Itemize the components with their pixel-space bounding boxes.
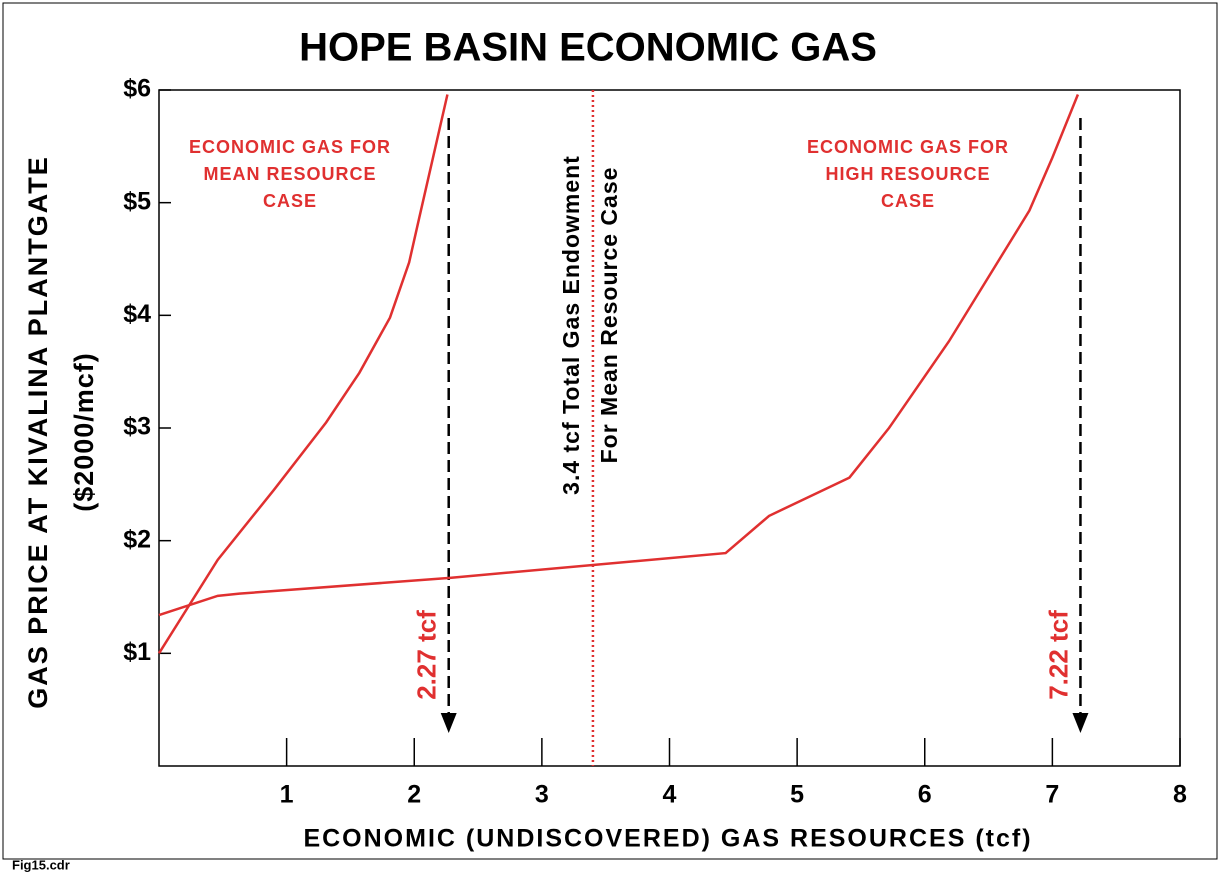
frame bbox=[2, 2, 1218, 860]
x-tick-label: 8 bbox=[1173, 781, 1187, 809]
x-tick-label: 1 bbox=[280, 781, 294, 809]
annotation: 2.27 tcf bbox=[412, 610, 442, 700]
chart-title: HOPE BASIN ECONOMIC GAS bbox=[299, 26, 877, 70]
annotation: 3.4 tcf Total Gas Endowment bbox=[558, 155, 584, 495]
x-tick-label: 4 bbox=[663, 781, 677, 809]
y-tick-label: $6 bbox=[123, 75, 151, 103]
y-tick-label: $5 bbox=[123, 187, 151, 215]
series-line bbox=[157, 94, 449, 654]
annotation: For Mean Resource Case bbox=[596, 167, 622, 464]
y-tick-label: $2 bbox=[123, 525, 151, 553]
arrow-head bbox=[440, 713, 457, 733]
x-tick-label: 6 bbox=[918, 781, 932, 809]
series-label: CASE bbox=[881, 191, 935, 211]
series-line bbox=[158, 94, 1080, 617]
annotation: 7.22 tcf bbox=[1043, 610, 1073, 700]
x-tick-label: 7 bbox=[1045, 781, 1059, 809]
series-label: HIGH RESOURCE bbox=[825, 164, 990, 184]
x-tick-label: 2 bbox=[407, 781, 421, 809]
series-label: ECONOMIC GAS FOR bbox=[807, 137, 1009, 157]
y-tick-label: $3 bbox=[123, 413, 151, 441]
y-axis-label: GAS PRICE AT KIVALINA PLANTGATE bbox=[23, 155, 53, 709]
x-tick-label: 3 bbox=[535, 781, 549, 809]
y-tick-label: $1 bbox=[123, 638, 151, 666]
y-axis-label: ($2000/mcf) bbox=[69, 352, 99, 512]
series-label: CASE bbox=[263, 191, 317, 211]
series-label: MEAN RESOURCE bbox=[203, 164, 376, 184]
footer: Fig15.cdr bbox=[12, 857, 70, 872]
arrow-head bbox=[1072, 713, 1089, 733]
x-tick-label: 5 bbox=[790, 781, 804, 809]
x-axis-label: ECONOMIC (UNDISCOVERED) GAS RESOURCES (t… bbox=[303, 825, 1032, 853]
y-tick-label: $4 bbox=[123, 300, 151, 328]
series-label: ECONOMIC GAS FOR bbox=[189, 137, 391, 157]
